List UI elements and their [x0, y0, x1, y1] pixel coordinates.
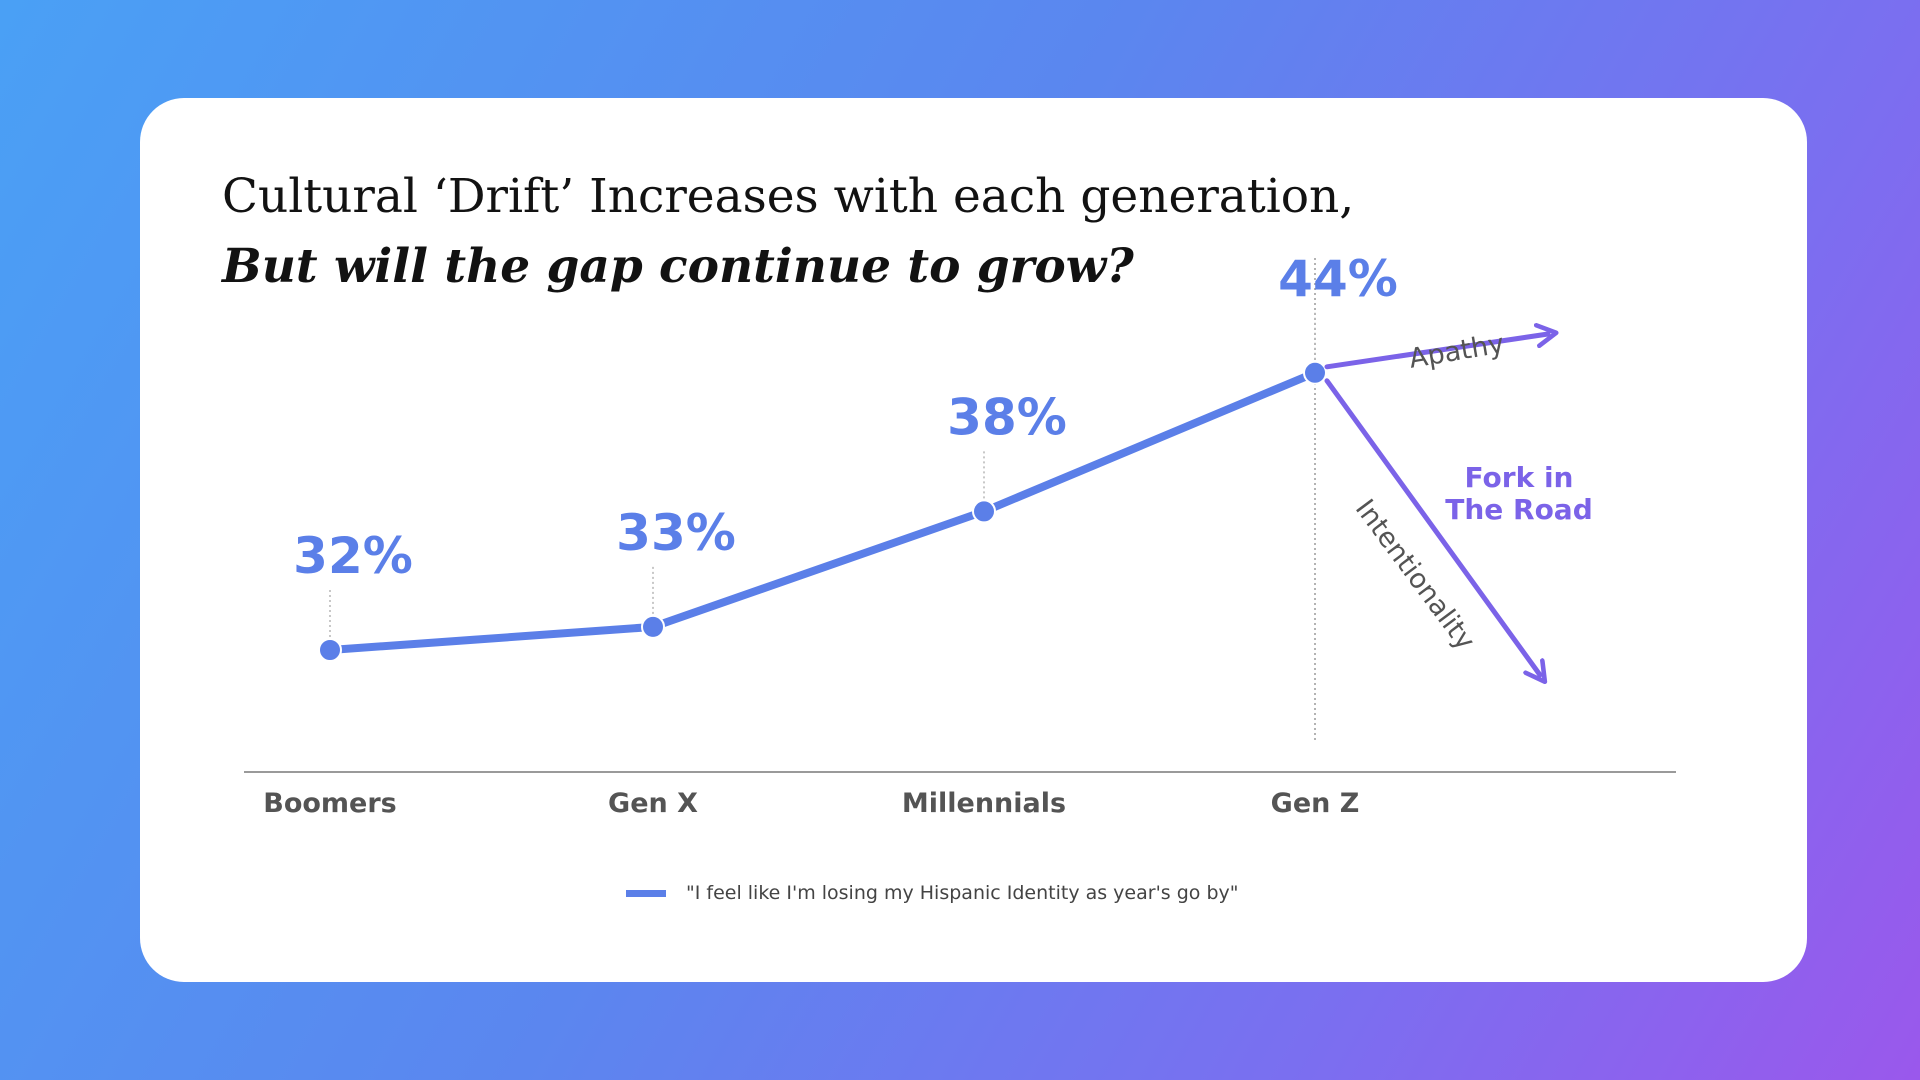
- value-label: 38%: [947, 388, 1067, 446]
- data-point-millennials: [972, 499, 996, 524]
- intentionality-arrow: [1324, 378, 1540, 675]
- series-group: [318, 258, 1327, 742]
- value-label: 32%: [293, 527, 413, 585]
- x-tick-label: Gen Z: [1271, 788, 1360, 819]
- fork-annotation-line: The Road: [1445, 493, 1593, 526]
- fork-annotation-line: Fork in: [1465, 461, 1574, 494]
- legend-label: "I feel like I'm losing my Hispanic Iden…: [686, 882, 1239, 904]
- chart-subtitle: But will the gap continue to grow?: [222, 239, 1134, 294]
- data-point-gen-x: [641, 614, 665, 639]
- data-point-gen-z: [1303, 360, 1327, 385]
- labels-group: 32% 33% 38% 44% Boomers Gen X Millennials Gen Z: [263, 250, 1398, 819]
- legend: "I feel like I'm losing my Hispanic Iden…: [626, 882, 1239, 904]
- x-tick-label: Gen X: [608, 788, 698, 819]
- x-tick-label: Millennials: [902, 788, 1066, 819]
- legend-swatch: [626, 889, 666, 897]
- apathy-label: Apathy: [1407, 328, 1507, 374]
- chart-card: [140, 98, 1807, 982]
- value-label: 33%: [616, 504, 736, 562]
- value-label: 44%: [1278, 250, 1398, 308]
- series-line: [326, 368, 1319, 654]
- x-tick-label: Boomers: [263, 788, 397, 819]
- chart-title: Cultural ‘Drift’ Increases with each gen…: [222, 169, 1355, 224]
- apathy-arrow: [1324, 334, 1548, 370]
- data-point-boomers: [318, 638, 342, 662]
